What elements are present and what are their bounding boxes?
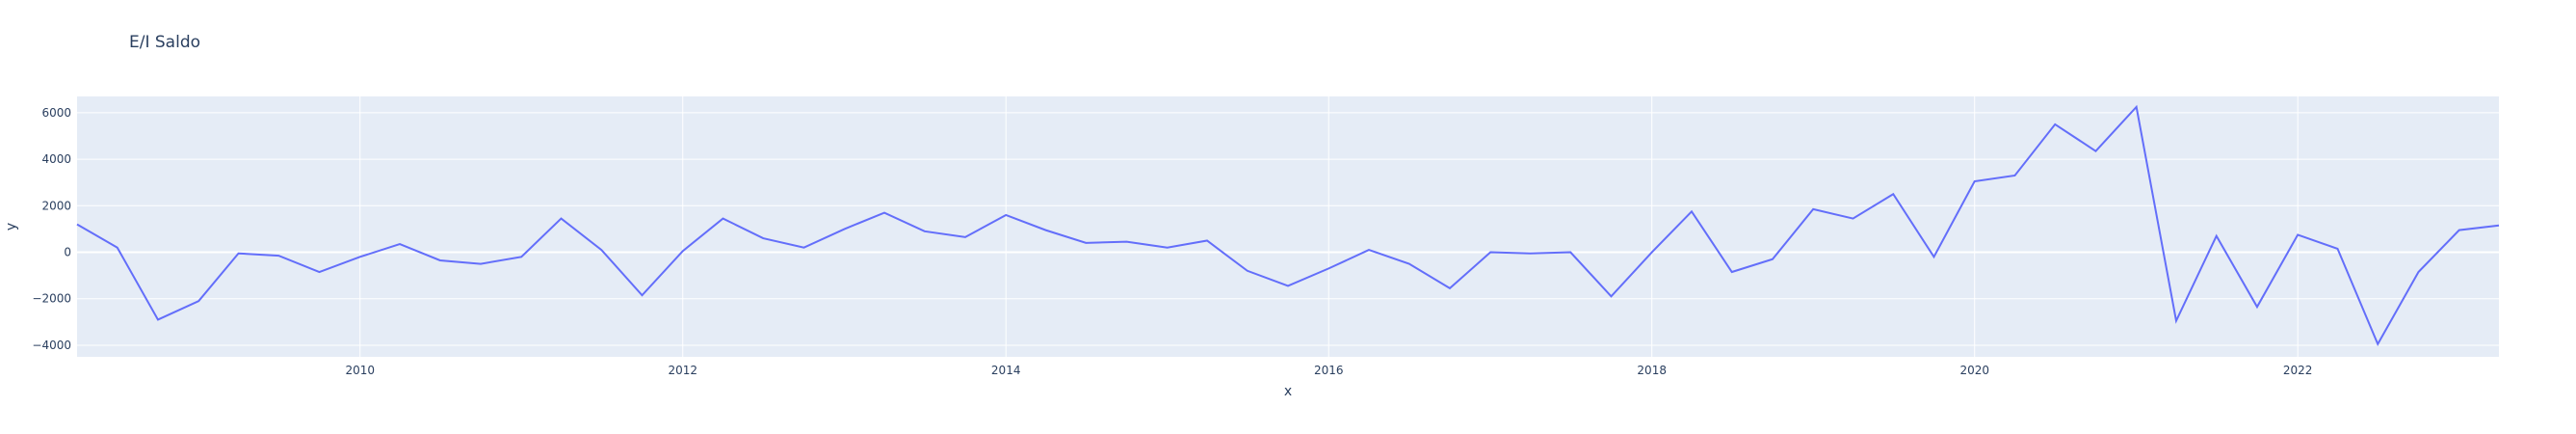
y-tick-label: 4000 xyxy=(41,152,71,166)
x-tick-label: 2018 xyxy=(1637,364,1667,377)
grid-lines xyxy=(77,96,2499,357)
x-tick-label: 2014 xyxy=(991,364,1021,377)
x-tick-label: 2010 xyxy=(345,364,375,377)
chart-title: E/I Saldo xyxy=(129,33,200,52)
x-axis-title: x xyxy=(1284,384,1292,399)
y-tick-label: 6000 xyxy=(41,106,71,120)
tick-labels: −4000 −2000 0 2000 4000 6000 2010 2012 2014 2016 2… xyxy=(32,106,2312,377)
y-tick-label: −2000 xyxy=(32,292,71,306)
y-axis-title: y xyxy=(4,223,19,231)
x-tick-label: 2016 xyxy=(1314,364,1344,377)
x-tick-label: 2022 xyxy=(2283,364,2313,377)
x-tick-label: 2012 xyxy=(668,364,697,377)
plot-background xyxy=(77,96,2499,357)
y-tick-label: 2000 xyxy=(41,199,71,212)
y-tick-label: 0 xyxy=(64,246,71,259)
x-tick-label: 2020 xyxy=(1959,364,1989,377)
data-points xyxy=(76,106,2500,344)
y-tick-label: −4000 xyxy=(32,339,71,352)
